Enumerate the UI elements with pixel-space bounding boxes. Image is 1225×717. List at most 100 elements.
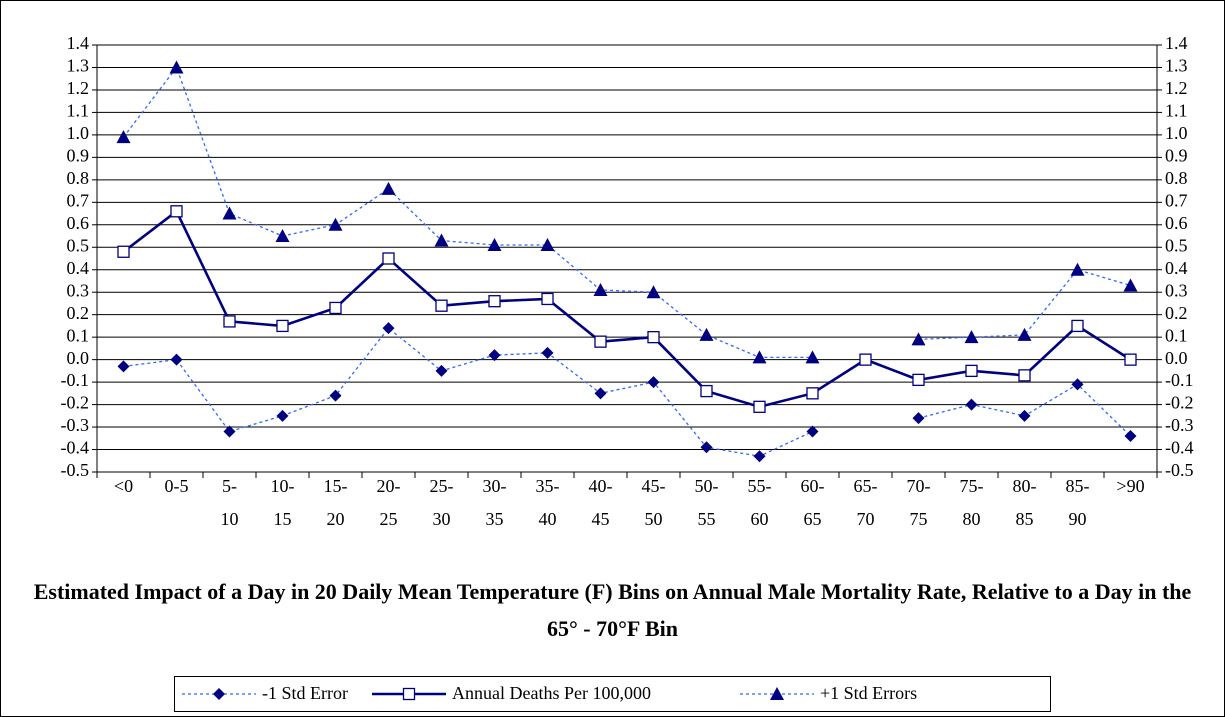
y-tick-label: 1.3 xyxy=(67,56,90,76)
data-point xyxy=(276,319,289,333)
data-point xyxy=(805,350,820,364)
data-point xyxy=(1017,327,1032,341)
data-point xyxy=(116,130,131,144)
legend-label: -1 Std Error xyxy=(262,683,348,703)
data-point xyxy=(647,376,660,389)
x-tick-label: 70-75 xyxy=(906,476,931,529)
data-point xyxy=(275,229,290,243)
data-point xyxy=(1123,278,1138,292)
data-point xyxy=(965,398,978,411)
y-tick-label: 0.8 xyxy=(67,168,90,188)
data-point xyxy=(912,412,925,425)
data-point xyxy=(647,331,660,344)
data-point xyxy=(1070,262,1085,276)
data-point xyxy=(700,384,713,398)
data-point xyxy=(1124,353,1137,366)
data-point xyxy=(435,299,448,312)
y2-tick-label: 0.9 xyxy=(1165,145,1188,165)
data-point xyxy=(169,60,184,74)
x-tick-label: 65-70 xyxy=(853,476,878,529)
legend-label: +1 Std Errors xyxy=(820,683,917,703)
data-point xyxy=(753,450,766,463)
y-tick-label: 1.4 xyxy=(67,33,90,53)
y-tick-label: 0.1 xyxy=(67,325,90,345)
data-point xyxy=(699,327,714,341)
y2-tick-label: -0.3 xyxy=(1165,415,1194,435)
data-point xyxy=(487,238,502,252)
data-point xyxy=(700,441,713,454)
data-point xyxy=(1071,378,1084,391)
y2-tick-label: 0.2 xyxy=(1165,303,1188,323)
data-point xyxy=(912,373,925,387)
data-point xyxy=(223,425,236,438)
y-tick-label: -0.3 xyxy=(61,415,90,435)
legend-box xyxy=(174,676,1051,712)
x-tick-label: 85-90 xyxy=(1065,476,1090,529)
x-tick-label: 5-10 xyxy=(220,476,239,529)
y2-tick-label: -0.5 xyxy=(1165,460,1194,480)
data-point xyxy=(170,205,183,218)
data-point xyxy=(911,332,926,346)
data-point xyxy=(488,295,501,308)
data-point xyxy=(752,350,767,364)
data-point xyxy=(964,330,979,344)
data-point xyxy=(594,387,607,400)
legend-marker xyxy=(213,688,225,700)
data-point xyxy=(117,245,130,258)
data-point xyxy=(594,335,607,348)
x-tick-label: 0-5 xyxy=(164,476,189,496)
data-point xyxy=(117,360,130,373)
x-tick-label: 45-50 xyxy=(641,476,666,529)
x-tick-label: 25-30 xyxy=(429,476,454,529)
y2-tick-label: 0.8 xyxy=(1165,168,1188,188)
x-tick-label: >90 xyxy=(1116,476,1145,496)
data-point xyxy=(806,387,819,400)
data-point xyxy=(541,292,554,306)
y-tick-label: 0.5 xyxy=(67,235,90,255)
y2-tick-label: 1.2 xyxy=(1165,78,1188,98)
legend-marker xyxy=(770,687,784,700)
x-tick-label: 40-45 xyxy=(588,476,613,529)
y-tick-label: 0.2 xyxy=(67,303,90,323)
chart-title: Estimated Impact of a Day in 20 Daily Me… xyxy=(33,579,1192,641)
y2-tick-label: 0.5 xyxy=(1165,235,1188,255)
y2-tick-label: 1.1 xyxy=(1165,101,1188,121)
data-point xyxy=(328,217,343,231)
y-tick-label: 0.9 xyxy=(67,145,90,165)
x-tick-label: 55-60 xyxy=(747,476,772,529)
y-tick-label: 1.1 xyxy=(67,101,90,121)
x-tick-label: 75-80 xyxy=(959,476,984,529)
data-point xyxy=(753,400,766,413)
data-point xyxy=(1071,319,1084,333)
data-point xyxy=(435,364,448,377)
x-tick-label: 15-20 xyxy=(323,476,348,529)
legend-marker xyxy=(402,687,416,701)
y2-tick-label: 0.1 xyxy=(1165,325,1188,345)
series-line xyxy=(122,66,1131,359)
data-point xyxy=(222,206,237,220)
y2-tick-label: 1.0 xyxy=(1165,123,1188,143)
data-point xyxy=(593,282,608,296)
x-tick-label: 20-25 xyxy=(376,476,401,529)
data-point xyxy=(965,364,978,378)
y2-tick-label: 1.3 xyxy=(1165,56,1188,76)
x-tick-label: <0 xyxy=(113,476,134,496)
data-point xyxy=(170,353,183,366)
data-point xyxy=(541,346,554,359)
data-point xyxy=(381,181,396,195)
series-line xyxy=(122,209,1132,409)
y2-tick-label: 1.4 xyxy=(1165,33,1188,53)
x-tick-label: 60-65 xyxy=(800,476,825,529)
y-tick-label: 1.0 xyxy=(67,123,90,143)
data-point xyxy=(806,425,819,438)
y2-tick-label: 0.7 xyxy=(1165,190,1188,210)
data-point xyxy=(382,322,395,335)
data-point xyxy=(646,285,661,299)
data-point xyxy=(382,252,395,265)
y-tick-label: -0.4 xyxy=(61,438,90,458)
x-tick-label: 80-85 xyxy=(1012,476,1037,529)
y2-tick-label: 0.4 xyxy=(1165,258,1188,278)
